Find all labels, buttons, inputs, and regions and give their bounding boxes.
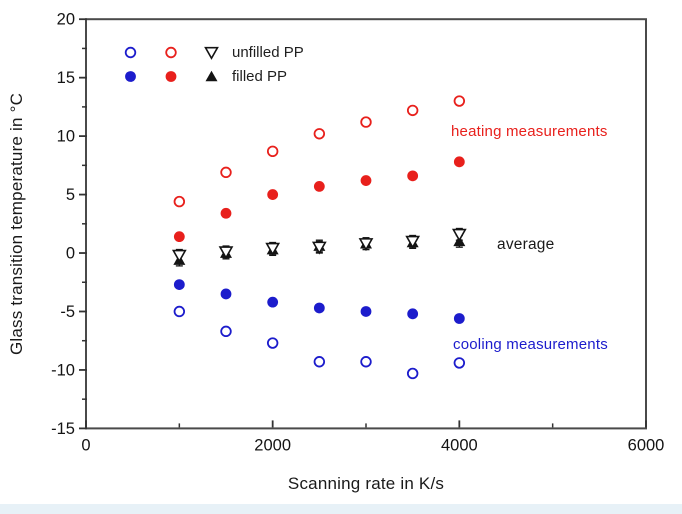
black-open-triangle-down-icon xyxy=(204,46,219,60)
x-tick-label: 0 xyxy=(81,436,90,454)
series-heating-filled-pp xyxy=(173,156,465,243)
plot-axes: 0 2000 4000 6000 20 15 10 5 0 -5 -10 -15 xyxy=(51,11,664,455)
x-tick-label: 4000 xyxy=(441,436,478,454)
series-average-unfilled-pp xyxy=(171,227,467,263)
series-cooling-filled-pp xyxy=(173,279,465,324)
series-heating-unfilled-pp xyxy=(173,95,466,208)
annotation-average: average xyxy=(497,236,555,253)
y-tick-label: 10 xyxy=(57,128,75,146)
series-cooling-unfilled-pp xyxy=(173,305,466,380)
blue-filled-circle-icon xyxy=(125,71,136,82)
legend xyxy=(124,46,219,82)
x-axis-title: Scanning rate in K/s xyxy=(287,474,445,493)
red-open-circle-icon xyxy=(165,46,177,59)
x-tick-label: 2000 xyxy=(254,436,291,454)
y-tick-label: 5 xyxy=(66,186,75,204)
black-filled-triangle-up-icon xyxy=(205,70,218,82)
page-bottom-strip xyxy=(0,504,682,514)
annotation-cooling-measurements: cooling measurements xyxy=(453,336,608,353)
annotation-heating-measurements: heating measurements xyxy=(451,123,608,140)
y-axis-title: Glass transition temperature in °C xyxy=(7,92,26,356)
legend-label-unfilled: unfilled PP xyxy=(232,44,304,61)
y-tick-label: -10 xyxy=(51,361,75,379)
legend-label-filled: filled PP xyxy=(232,68,288,85)
y-tick-label: -15 xyxy=(51,420,75,438)
y-tick-label: 20 xyxy=(57,11,75,29)
red-filled-circle-icon xyxy=(165,71,177,82)
y-tick-label: -5 xyxy=(60,303,75,321)
y-tick-label: 15 xyxy=(57,69,75,87)
blue-open-circle-icon xyxy=(124,46,137,59)
x-tick-label: 6000 xyxy=(628,436,665,454)
y-tick-label: 0 xyxy=(66,245,75,263)
